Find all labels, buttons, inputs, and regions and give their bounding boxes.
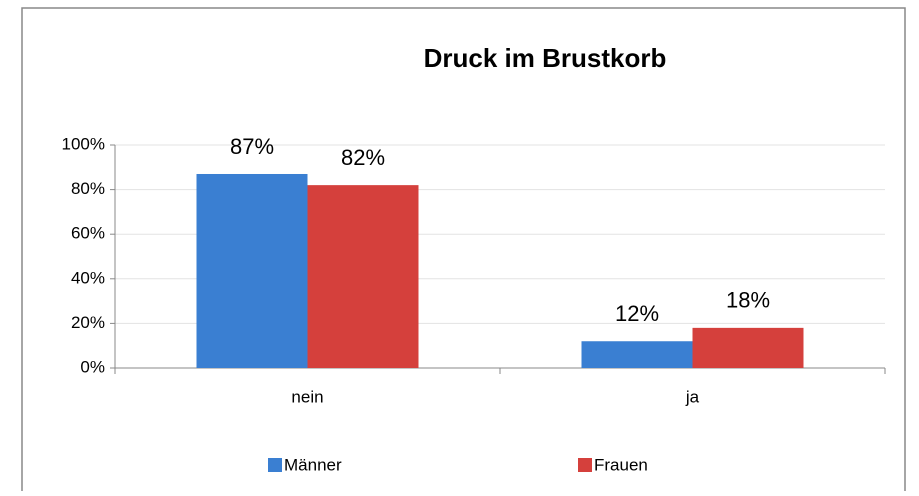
value-label: 82% — [341, 145, 385, 170]
bar — [307, 185, 419, 368]
bar — [692, 327, 804, 368]
y-tick-label: 40% — [71, 268, 105, 287]
bar — [581, 341, 693, 368]
value-label: 12% — [615, 301, 659, 326]
y-tick-label: 0% — [80, 357, 105, 376]
legend-swatch — [268, 458, 282, 472]
legend-label: Männer — [284, 455, 342, 474]
x-tick-label: nein — [291, 387, 323, 406]
bar — [196, 173, 308, 368]
value-label: 18% — [726, 288, 770, 313]
legend-swatch — [578, 458, 592, 472]
legend-label: Frauen — [594, 455, 648, 474]
chart-title: Druck im Brustkorb — [424, 43, 667, 73]
value-label: 87% — [230, 134, 274, 159]
y-tick-label: 20% — [71, 313, 105, 332]
y-tick-label: 60% — [71, 224, 105, 243]
chart-frame — [21, 7, 906, 496]
y-tick-label: 80% — [71, 179, 105, 198]
x-tick-label: ja — [685, 387, 700, 406]
y-tick-label: 100% — [62, 134, 105, 153]
